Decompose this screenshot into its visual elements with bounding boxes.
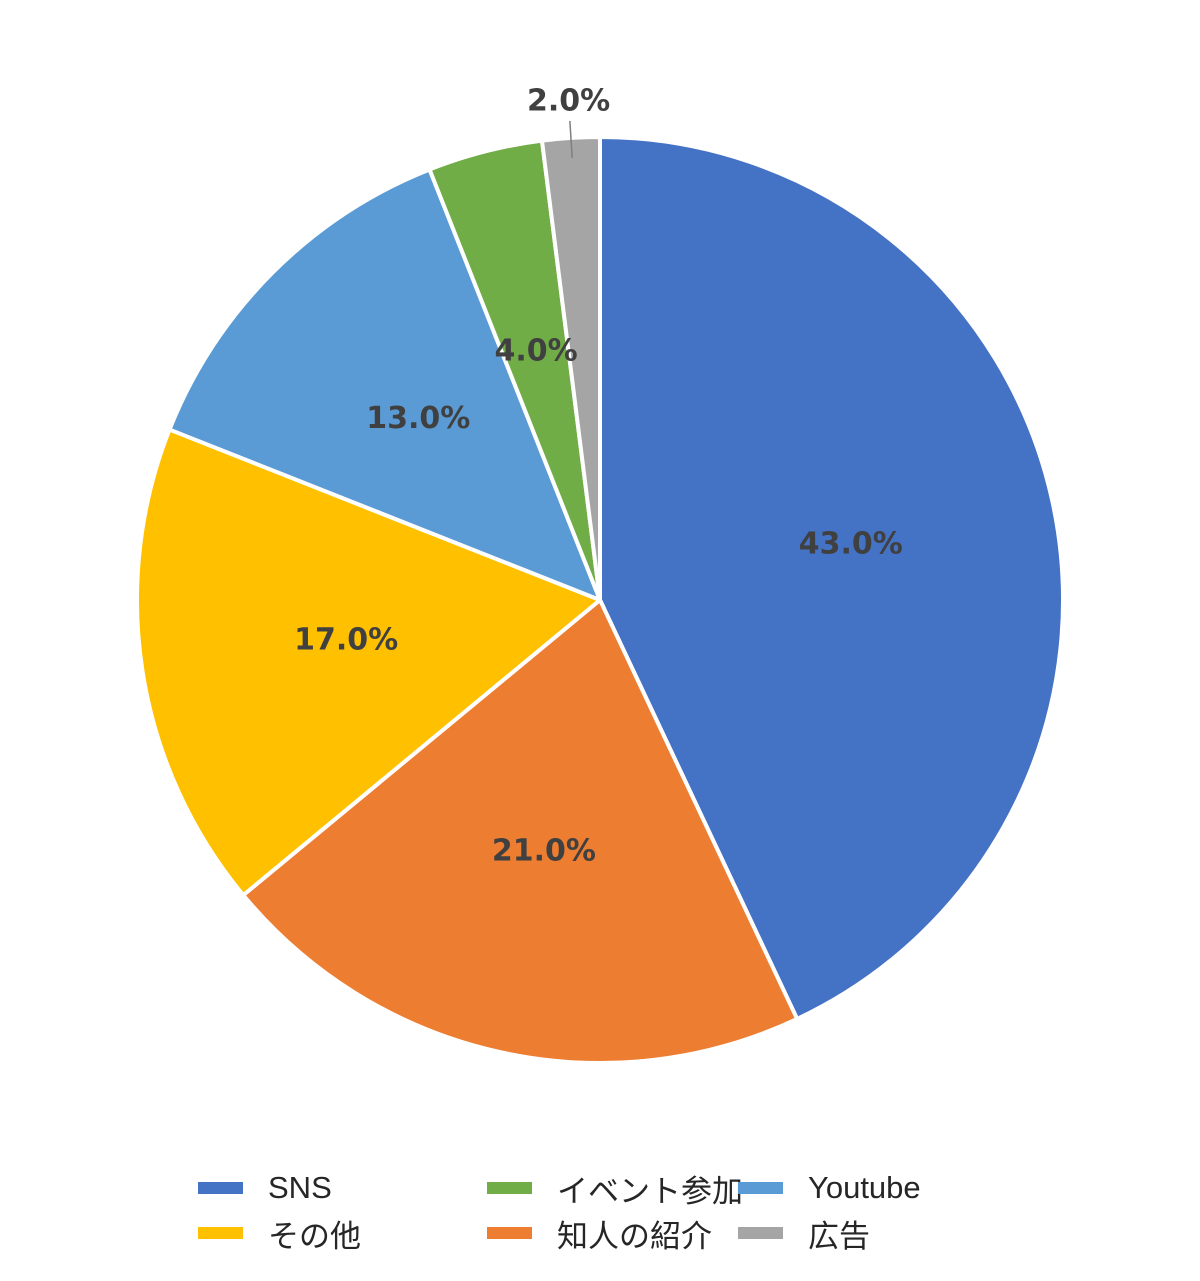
legend-item: その他 — [198, 1211, 361, 1255]
legend-swatch — [487, 1182, 532, 1194]
legend-label: イベント参加 — [557, 1173, 743, 1209]
legend-item: Youtube — [738, 1166, 921, 1210]
legend-swatch — [198, 1227, 243, 1239]
legend-item: 広告 — [738, 1211, 870, 1255]
data-label: 17.0% — [294, 623, 398, 658]
data-label: 13.0% — [366, 401, 470, 436]
pie-slice-1 — [241, 598, 800, 1065]
data-label: 43.0% — [799, 526, 903, 561]
legend-label: その他 — [268, 1218, 361, 1254]
legend-label: 知人の紹介 — [557, 1218, 712, 1254]
data-label: 4.0% — [494, 334, 577, 369]
pie-slice-3 — [167, 167, 602, 602]
leader-line — [569, 120, 573, 158]
legend: SNS その他 イベント参加 知人の紹介 Youtube 広告 — [0, 1166, 1200, 1266]
data-label: 21.0% — [492, 833, 596, 868]
legend-swatch — [487, 1227, 532, 1239]
pie-slice-2 — [135, 427, 602, 898]
legend-label: 広告 — [808, 1218, 870, 1254]
legend-swatch — [738, 1182, 783, 1194]
pie-slice-0 — [598, 135, 1065, 1021]
legend-swatch — [738, 1227, 783, 1239]
legend-item: SNS — [198, 1166, 332, 1210]
legend-label: Youtube — [808, 1170, 921, 1205]
legend-swatch — [198, 1182, 243, 1194]
legend-item: 知人の紹介 — [487, 1211, 712, 1255]
legend-label: SNS — [268, 1170, 332, 1205]
legend-item: イベント参加 — [487, 1166, 743, 1210]
data-label: 2.0% — [527, 83, 610, 118]
